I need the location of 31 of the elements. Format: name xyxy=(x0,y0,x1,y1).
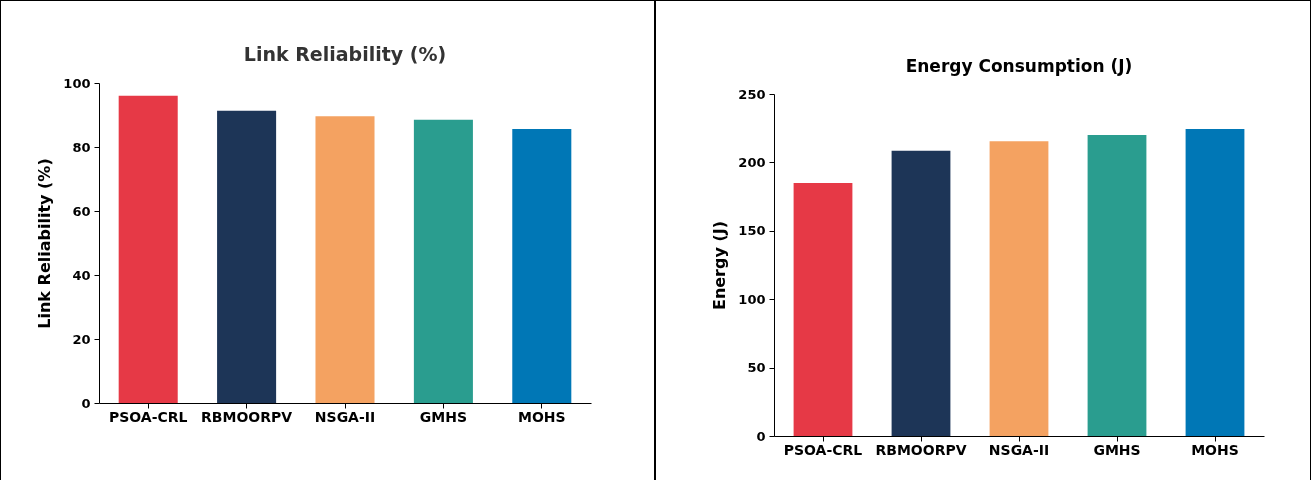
x-tick-label: MOHS xyxy=(1190,441,1239,458)
x-tick-label: GMHS xyxy=(419,408,468,425)
x-tick-label: GMHS xyxy=(1092,441,1141,458)
bar xyxy=(891,150,950,436)
y-tick-label: 20 xyxy=(72,331,91,347)
x-tick-label: RBMOORPV xyxy=(874,441,967,458)
y-tick-label: 40 xyxy=(72,267,91,283)
y-tick-label: 80 xyxy=(72,139,91,155)
y-tick-label: 100 xyxy=(63,75,91,91)
y-tick-label: 0 xyxy=(81,395,91,411)
y-axis-title: Link Reliability (%) xyxy=(35,158,55,329)
chart-title: Link Reliability (%) xyxy=(243,43,447,65)
x-tick-label: RBMOORPV xyxy=(201,408,293,425)
y-tick-label: 250 xyxy=(737,86,765,102)
bar xyxy=(1185,128,1244,436)
x-tick-label: NSGA-II xyxy=(314,408,376,425)
chart-title: Energy Consumption (J) xyxy=(905,56,1132,76)
y-tick-label: 0 xyxy=(755,428,765,444)
y-tick-label: 50 xyxy=(746,360,765,376)
bar xyxy=(793,182,852,436)
y-tick-label: 150 xyxy=(737,223,765,239)
y-tick-label: 200 xyxy=(737,154,765,170)
x-tick-label: PSOA-CRL xyxy=(108,408,188,425)
y-axis-title: Energy (J) xyxy=(709,220,729,311)
x-tick-label: PSOA-CRL xyxy=(783,441,862,458)
y-tick-label: 60 xyxy=(72,203,91,219)
bar xyxy=(989,141,1048,436)
bar xyxy=(1087,135,1146,436)
y-tick-label: 100 xyxy=(737,291,765,307)
x-tick-label: NSGA-II xyxy=(988,441,1049,458)
x-tick-label: MOHS xyxy=(517,408,566,425)
